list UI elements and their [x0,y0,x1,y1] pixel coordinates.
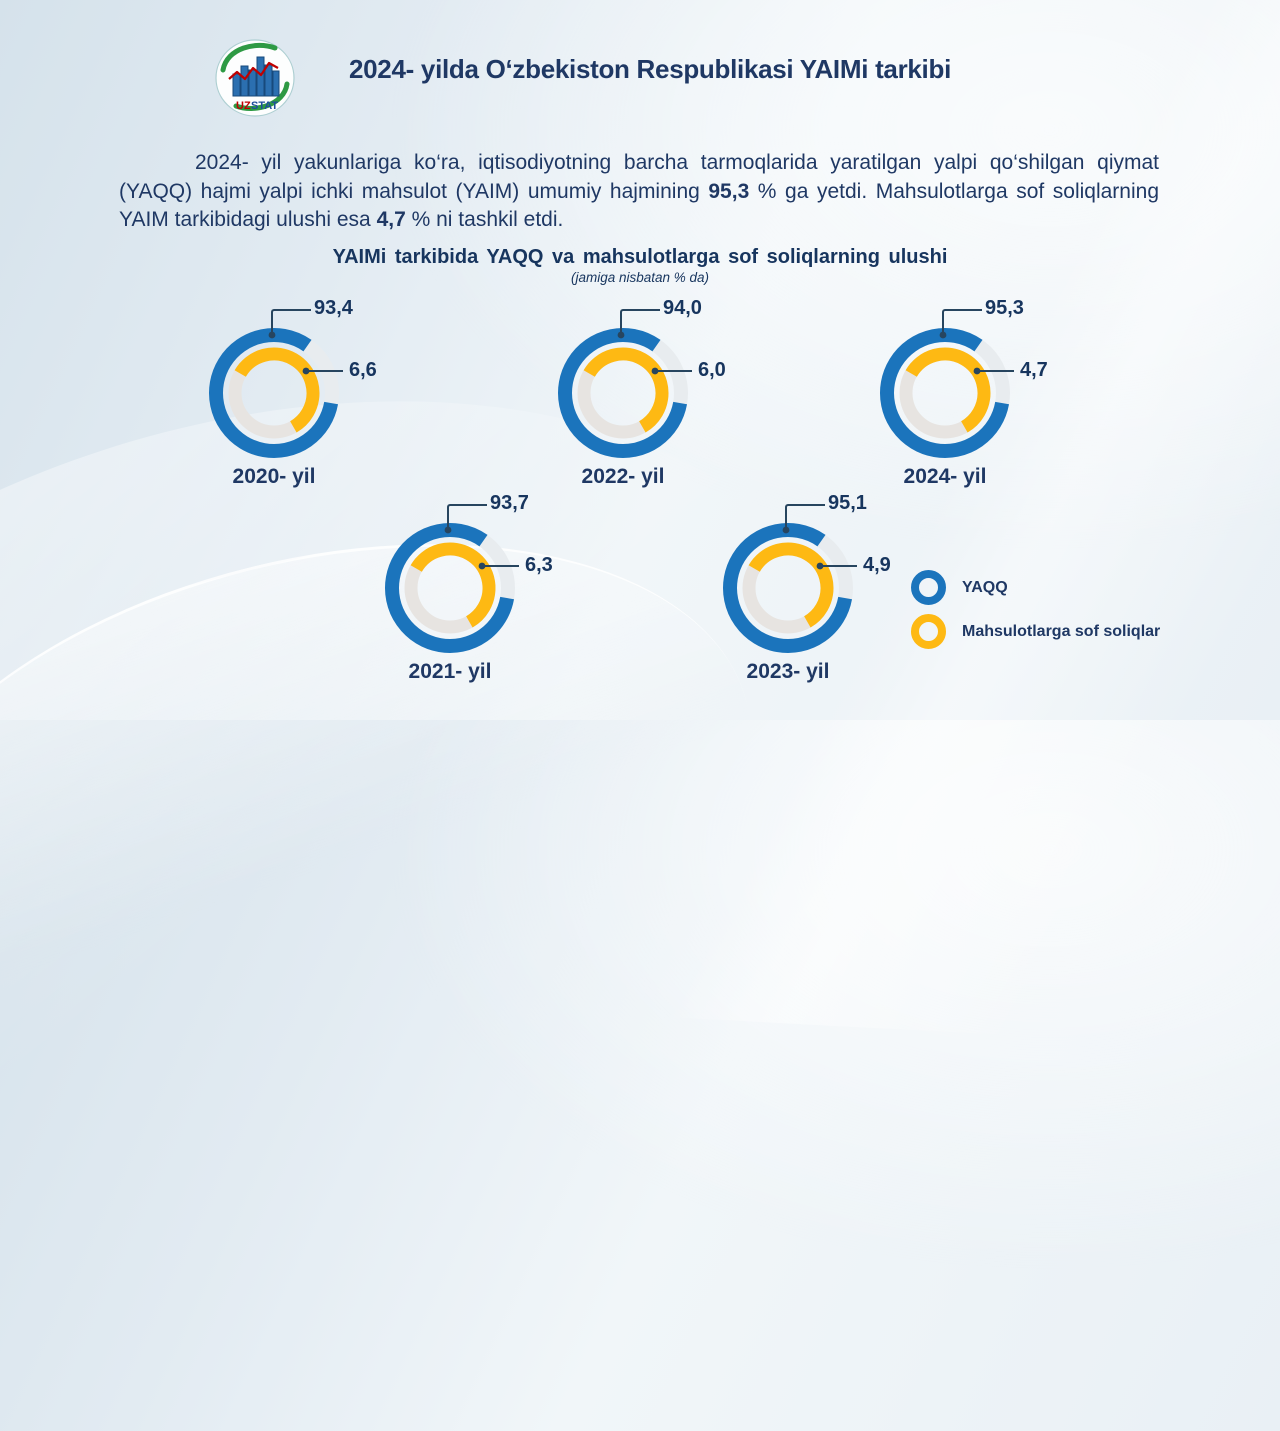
donut-2022: 94,0 6,0 2022- yil [553,297,726,488]
tax-value: 6,0 [698,359,726,381]
intro-paragraph: 2024- yil yakunlariga ko‘ra, iqtisodiyot… [119,149,1159,235]
chart-title: YAIMi tarkibida YAQQ va mahsulotlarga so… [332,246,948,268]
yaqq-value: 93,7 [490,492,529,514]
yaqq-value: 93,4 [314,297,353,319]
legend-label-tax: Mahsulotlarga sof soliqlar [962,622,1161,640]
logo-uz-text: UZ [236,100,251,112]
legend: YAQQ Mahsulotlarga sof soliqlar [911,570,1160,658]
tax-arc [228,347,320,439]
yaqq-leader-line [271,309,311,337]
donut-2020: 93,4 6,6 2020- yil [204,297,377,488]
intro-text-1: 2024- yil yakunlariga ko‘ra, iqtisodiyot… [119,151,1159,203]
donut-2023: 95,1 4,9 2023- yil [718,492,891,683]
yaqq-arc [385,523,515,653]
uzstat-logo-icon: UZ STAT [215,39,295,117]
tax-value: 4,7 [1020,359,1048,381]
tax-value: 6,6 [349,359,377,381]
logo-stat-text: STAT [251,100,278,112]
donut-2024-svg [880,328,1010,458]
yaqq-value: 94,0 [663,297,702,319]
year-label: 2020- yil [232,465,316,488]
tax-arc [404,542,496,634]
legend-label-yaqq: YAQQ [962,578,1008,596]
yaqq-leader-line [942,309,982,337]
legend-item-yaqq: YAQQ [911,570,1160,605]
yaqq-leader-line [785,504,825,532]
year-label: 2023- yil [746,660,830,683]
year-label: 2021- yil [408,660,492,683]
yaqq-value: 95,3 [985,297,1024,319]
legend-item-tax: Mahsulotlarga sof soliqlar [911,614,1160,649]
tax-leader-line [820,565,857,567]
tax-arc [899,347,991,439]
donut-2022-svg [558,328,688,458]
donut-2024: 95,3 4,7 2024- yil [875,297,1048,488]
yaqq-arc [558,328,688,458]
tax-leader-line [306,370,343,372]
yaqq-leader-line [620,309,660,337]
intro-value-tax: 4,7 [376,208,406,232]
tax-leader-line [655,370,692,372]
tax-ring-icon [911,614,946,649]
year-label: 2024- yil [903,465,987,488]
donut-2023-svg [723,523,853,653]
yaqq-arc [209,328,339,458]
intro-text-2: % ga yetdi. Mahsulotlarga sof soliqlarni… [119,179,1159,232]
uzstat-logo: UZ STAT [214,38,296,123]
yaqq-leader-line [447,504,487,532]
yaqq-arc [723,523,853,653]
background-swoosh [0,249,975,1431]
intro-value-yaqq: 95,3 [708,179,750,203]
yaqq-ring-icon [911,570,946,605]
year-label: 2022- yil [581,465,665,488]
chart-subtitle: (jamiga nisbatan % da) [570,270,710,285]
donut-2021: 93,7 6,3 2021- yil [380,492,553,683]
page-title: 2024- yilda O‘zbekiston Respublikasi YAI… [348,54,951,84]
tax-value: 6,3 [525,554,553,576]
tax-arc [577,347,669,439]
donut-2020-svg [209,328,339,458]
tax-value: 4,9 [863,554,891,576]
tax-leader-line [977,370,1014,372]
intro-text-3: % ni tashkil etdi. [405,208,564,232]
tax-arc [742,542,834,634]
yaqq-arc [880,328,1010,458]
tax-leader-line [482,565,519,567]
donut-2021-svg [385,523,515,653]
yaqq-value: 95,1 [828,492,867,514]
